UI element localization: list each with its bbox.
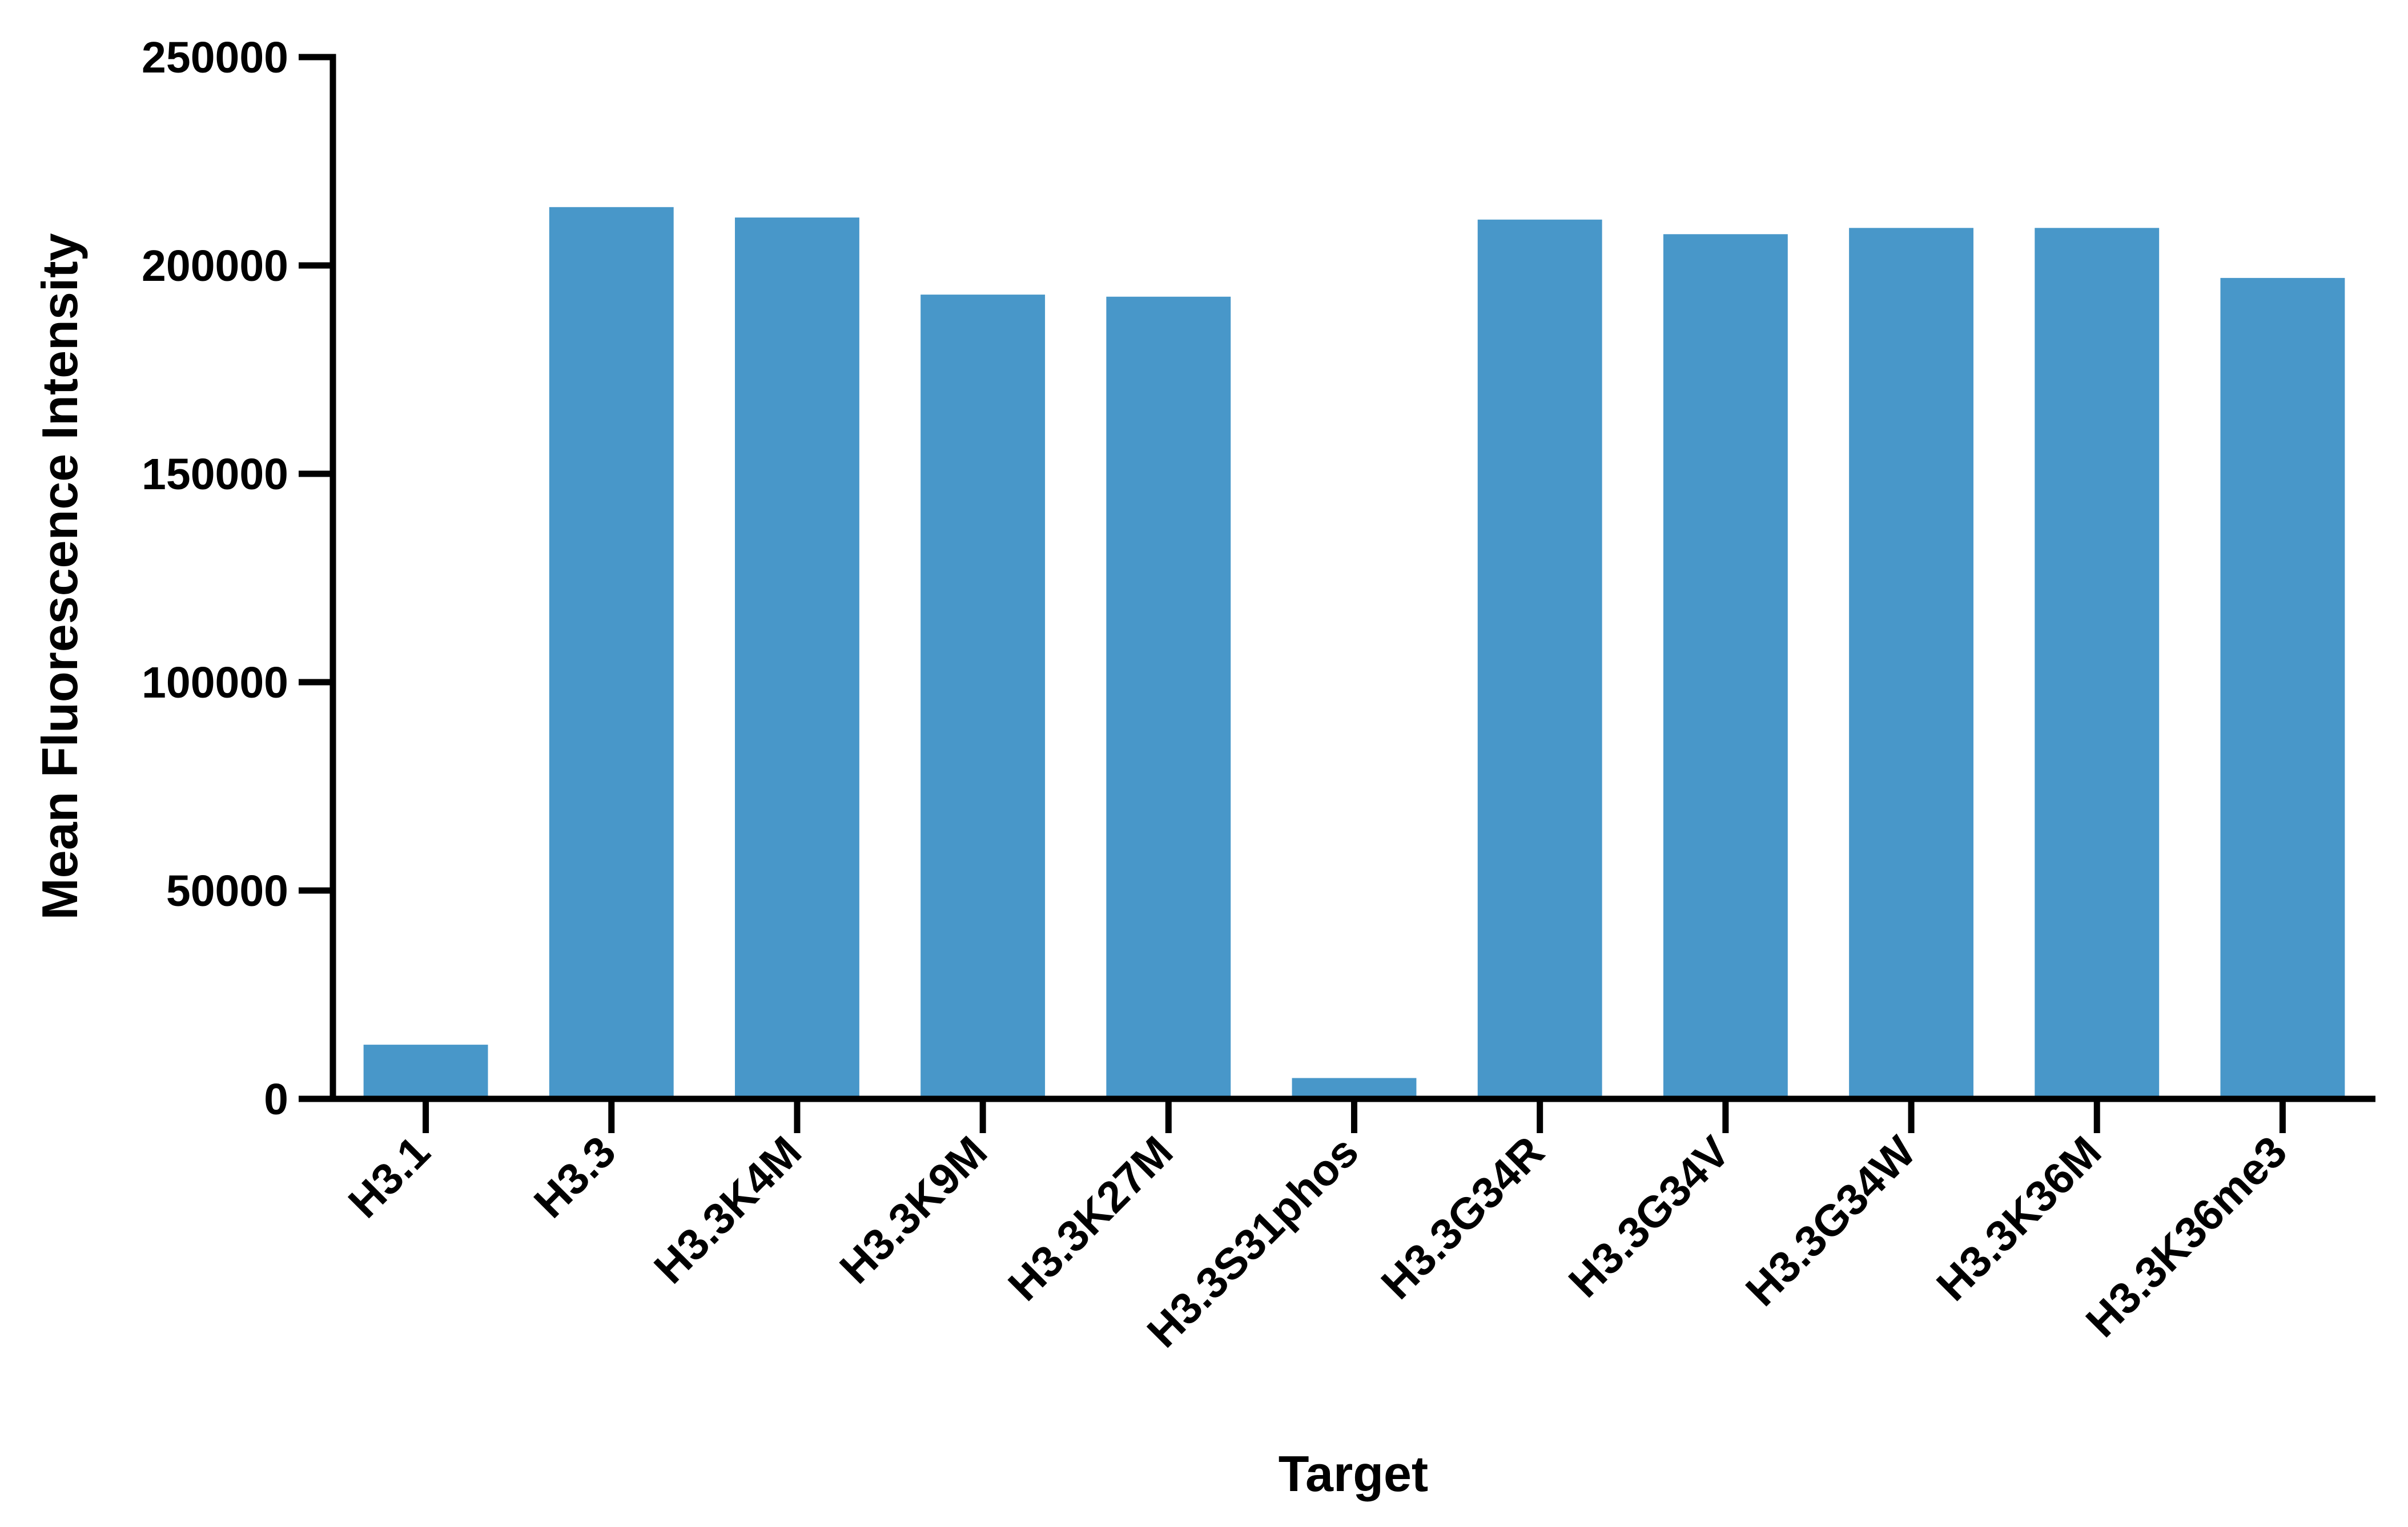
y-tick-label: 100000 [142,658,288,707]
y-axis-title: Mean Fluorescence Intensity [31,233,88,920]
bars-group [363,207,2345,1099]
x-tick-label: H3.3K36M [1927,1127,2110,1310]
x-tick-label: H3.1 [339,1127,440,1227]
x-tick-label: H3.3G34W [1736,1127,1925,1315]
x-axis-title: Target [1279,1445,1428,1502]
y-tick-label: 50000 [166,867,288,916]
bar-h3-3g34r [1477,219,1602,1099]
x-tick-label: H3.3K9M [830,1127,996,1293]
bar-h3-3k36m [2035,228,2160,1099]
bar-h3-3g34w [1849,228,1973,1099]
y-tick-label: 0 [264,1075,288,1124]
y-tick-label: 200000 [142,241,288,291]
bar-h3-1 [363,1045,488,1099]
y-tick-label: 150000 [142,450,288,499]
x-axis: H3.1 H3.3 H3.3K4M H3.3K9M H3.3K27MH3.3S31pho… [329,1095,2375,1357]
y-axis: 0 50000 100000 150000 200000 250000 [142,33,336,1124]
x-tick-label: H3.3K4M [645,1127,811,1293]
x-tick-label: H3.3 [525,1127,625,1227]
bar-h3-3g34v [1663,234,1788,1099]
bar-h3-3k4m [735,217,859,1099]
bar-h3-3 [549,207,674,1099]
bar-h3-3s31phos [1292,1078,1417,1099]
x-tick-label: H3.3G34R [1372,1127,1554,1308]
bar-h3-3k36me3 [2220,277,2345,1099]
y-tick-label: 250000 [142,33,288,82]
bar-h3-3k9m [920,295,1046,1099]
x-tick-label: H3.3K36me3 [2077,1127,2297,1347]
x-tick-label: H3.3K27M [999,1127,1182,1310]
bar-h3-3k27m [1106,296,1231,1099]
x-tick-label: H3.3G34V [1559,1127,1739,1307]
